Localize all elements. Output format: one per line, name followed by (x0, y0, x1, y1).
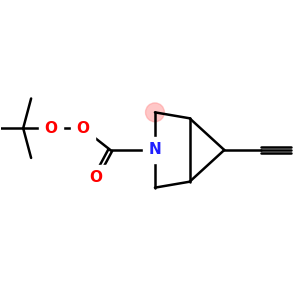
Circle shape (144, 139, 166, 161)
Text: N: N (148, 142, 161, 158)
Circle shape (146, 103, 164, 122)
Text: O: O (76, 121, 89, 136)
Text: O: O (89, 170, 102, 185)
Text: O: O (44, 121, 57, 136)
